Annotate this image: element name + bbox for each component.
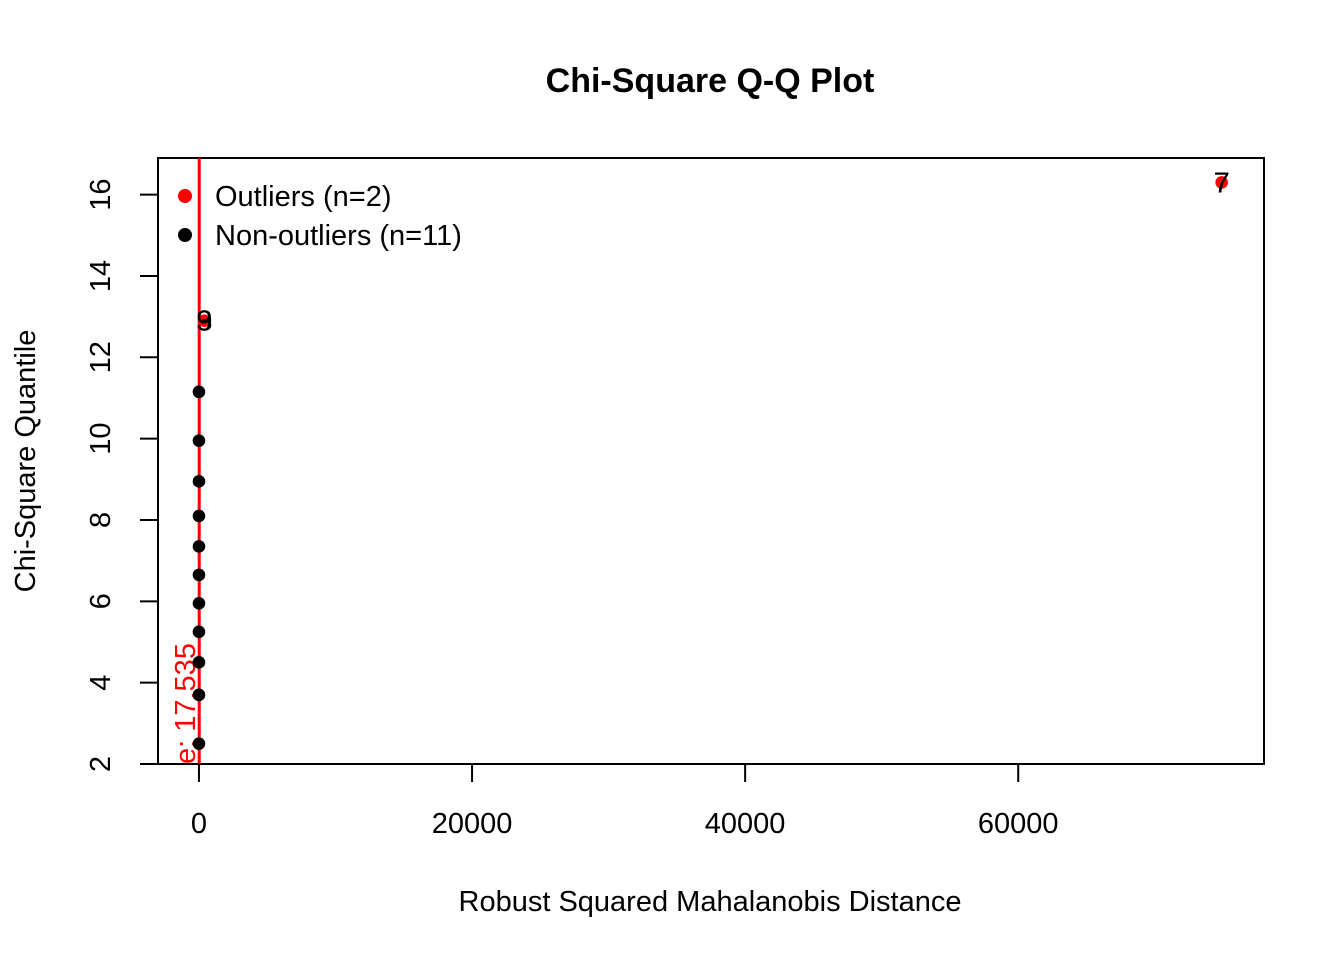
y-tick-label: 2 — [85, 756, 117, 772]
y-axis: 2 4 6 8 10 12 14 16 — [85, 178, 159, 772]
legend-outliers-marker — [178, 189, 192, 203]
y-axis-label: Chi-Square Quantile — [10, 330, 42, 593]
chart-title: Chi-Square Q-Q Plot — [546, 62, 875, 100]
legend-outliers-label: Outliers (n=2) — [215, 181, 391, 213]
y-tick-label: 4 — [85, 675, 117, 691]
point-label: 3 — [196, 306, 212, 338]
non-outlier-point — [192, 475, 206, 488]
point-label: 9 — [196, 306, 212, 338]
x-tick-label: 0 — [191, 808, 207, 840]
outlier-point — [1215, 176, 1228, 189]
x-tick-label: 20000 — [432, 808, 513, 840]
non-outlier-point — [192, 688, 206, 702]
non-outlier-point — [192, 625, 206, 639]
x-tick-label: 40000 — [705, 808, 786, 840]
cutoff-line-group: e: 17.535 — [170, 158, 202, 764]
y-tick-label: 16 — [85, 178, 117, 210]
points-layer — [192, 176, 1228, 750]
legend: Outliers (n=2) Non-outliers (n=11) — [178, 181, 462, 252]
point-label: 7 — [1214, 167, 1230, 199]
x-axis: 0 20000 40000 60000 — [191, 763, 1059, 840]
legend-non-outliers-label: Non-outliers (n=11) — [215, 220, 462, 252]
non-outlier-point — [192, 737, 206, 750]
y-tick-label: 8 — [85, 512, 117, 528]
non-outlier-point — [192, 540, 206, 553]
y-tick-label: 12 — [85, 341, 117, 373]
non-outlier-point — [192, 656, 206, 669]
non-outlier-point — [192, 509, 206, 523]
y-tick-label: 6 — [85, 593, 117, 609]
non-outlier-point — [192, 434, 206, 447]
non-outlier-point — [192, 568, 206, 582]
y-tick-label: 14 — [85, 260, 117, 292]
y-tick-label: 10 — [85, 422, 117, 454]
legend-non-outliers-marker — [178, 228, 192, 242]
non-outlier-point — [192, 597, 206, 610]
non-outlier-point — [192, 385, 206, 399]
outlier-point — [198, 314, 211, 327]
point-label: 7 — [1214, 167, 1230, 199]
x-axis-label: Robust Squared Mahalanobis Distance — [459, 886, 962, 918]
x-tick-label: 60000 — [978, 808, 1059, 840]
